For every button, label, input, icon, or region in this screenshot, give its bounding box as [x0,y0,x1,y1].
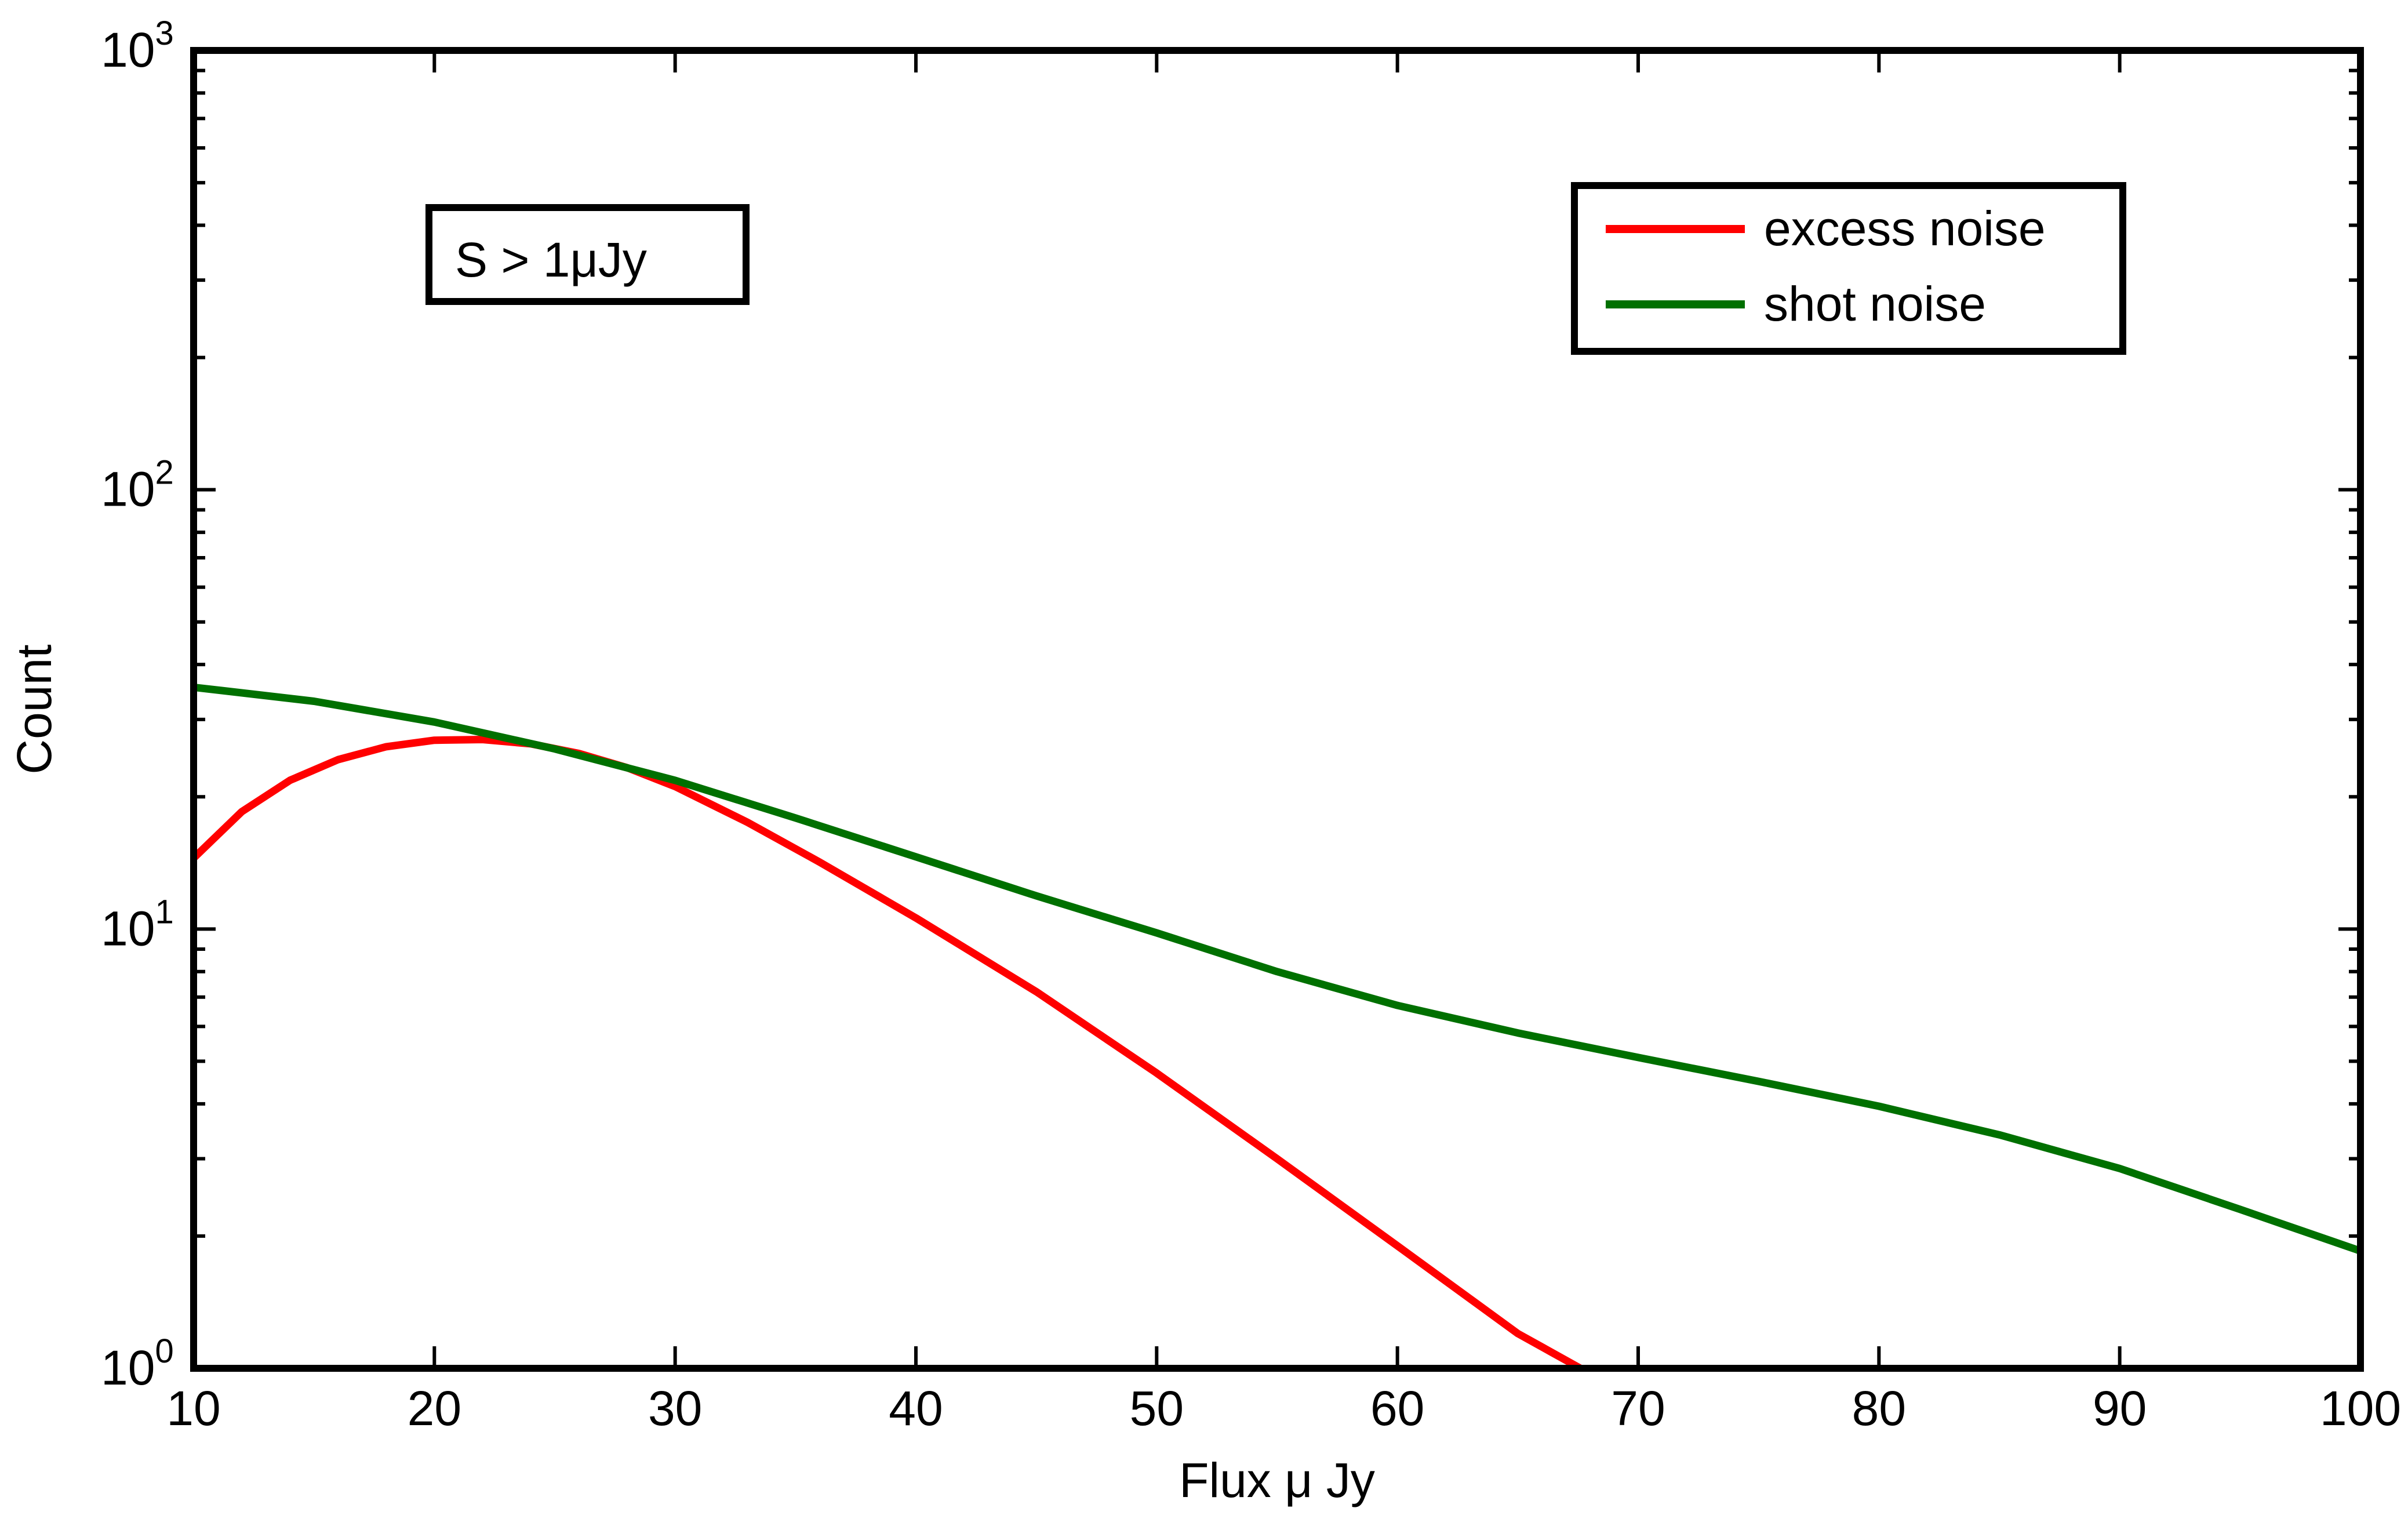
y-axis-label: Count [7,644,61,774]
y-tick-label-exponent: 2 [155,454,173,492]
legend-frame [1571,182,2126,355]
y-tick-label-base: 10 [101,462,155,517]
x-tick-label: 20 [408,1381,461,1436]
annotation-text: S > 1μJy [455,232,647,287]
x-axis-label: Flux μ Jy [1179,1453,1375,1507]
annotation-box: S > 1μJy [425,204,750,305]
y-tick-label-base: 10 [101,1340,155,1395]
y-tick-label-exponent: 3 [155,14,173,52]
plot-frame [190,47,2364,1372]
legend-label-shot-noise: shot noise [1764,277,1986,331]
x-tick-label: 50 [1130,1381,1184,1436]
x-tick-label: 60 [1370,1381,1424,1436]
y-tick-label-base: 10 [101,23,155,77]
y-tick-label-base: 10 [101,901,155,955]
y-tick-label-exponent: 1 [155,893,173,931]
y-tick-label-exponent: 0 [155,1332,173,1370]
x-tick-label: 70 [1611,1381,1665,1436]
series-line-shot-noise [193,683,2362,1255]
y-tick-label: 100 [101,1332,174,1395]
x-tick-label: 100 [2320,1381,2401,1436]
legend: excess noise shot noise [1571,182,2126,355]
series-layer [191,683,2362,1372]
legend-label-excess-noise: excess noise [1764,201,2046,256]
y-tick-label: 103 [101,14,174,77]
x-tick-label: 80 [1852,1381,1906,1436]
x-tick-label: 40 [889,1381,943,1436]
x-tick-label: 90 [2093,1381,2147,1436]
annotation-frame [425,204,750,305]
x-tick-label: 10 [166,1381,220,1436]
x-tick-label: 30 [648,1381,702,1436]
y-tick-label: 101 [101,893,174,955]
y-tick-label: 102 [101,454,174,517]
